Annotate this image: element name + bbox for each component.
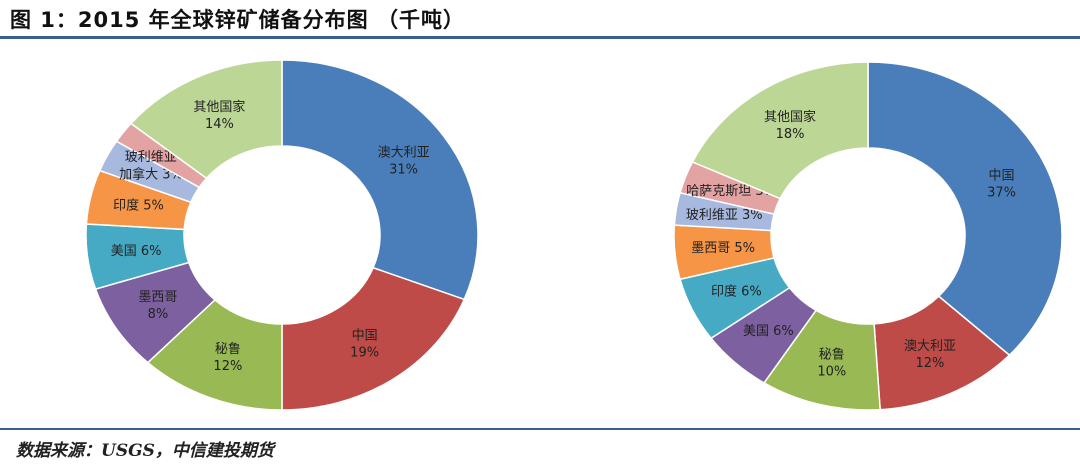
- slice-label: 玻利维亚 3%: [686, 208, 763, 223]
- slice-value-label: 19%: [350, 346, 379, 361]
- slice-category-label: 秘鲁: [215, 342, 241, 357]
- slice-category-label: 秘鲁: [819, 347, 845, 362]
- slice-label: 美国 6%: [111, 244, 162, 259]
- slice-category-label: 澳大利亚: [904, 338, 956, 354]
- bottom-divider: [0, 428, 1080, 430]
- figure-title: 图 1：2015 年全球锌矿储备分布图 （千吨）: [10, 8, 465, 32]
- slice-value-label: 31%: [389, 162, 418, 177]
- slice-category-label: 墨西哥: [138, 290, 177, 305]
- slice-label: 墨西哥 5%: [691, 241, 755, 256]
- slice-label: 美国 6%: [743, 324, 794, 339]
- slice-value-label: 8%: [148, 307, 169, 322]
- slice-value-label: 18%: [776, 127, 805, 142]
- donut-slice: [129, 59, 283, 180]
- donut-slice: [867, 61, 1063, 357]
- slice-category-label: 其他国家: [764, 109, 816, 125]
- slice-category-label: 澳大利亚: [378, 144, 430, 160]
- donut-slice: [281, 59, 479, 301]
- slice-value-label: 37%: [987, 185, 1016, 200]
- slice-value-label: 12%: [213, 359, 242, 374]
- top-divider: [0, 36, 1080, 39]
- slice-value-label: 12%: [915, 356, 944, 371]
- slice-label: 印度 6%: [711, 283, 762, 299]
- slice-value-label: 14%: [205, 117, 234, 132]
- slice-category-label: 其他国家: [193, 99, 245, 115]
- donut-slice: [691, 61, 869, 200]
- slice-category-label: 中国: [989, 168, 1015, 183]
- slice-category-label: 中国: [352, 329, 378, 344]
- slice-value-label: 10%: [817, 364, 846, 379]
- slice-label: 加拿大 3%: [119, 167, 183, 183]
- slice-label: 印度 5%: [113, 198, 164, 214]
- donut-slice: [281, 266, 466, 411]
- source-note: 数据来源：USGS，中信建投期货: [16, 441, 274, 461]
